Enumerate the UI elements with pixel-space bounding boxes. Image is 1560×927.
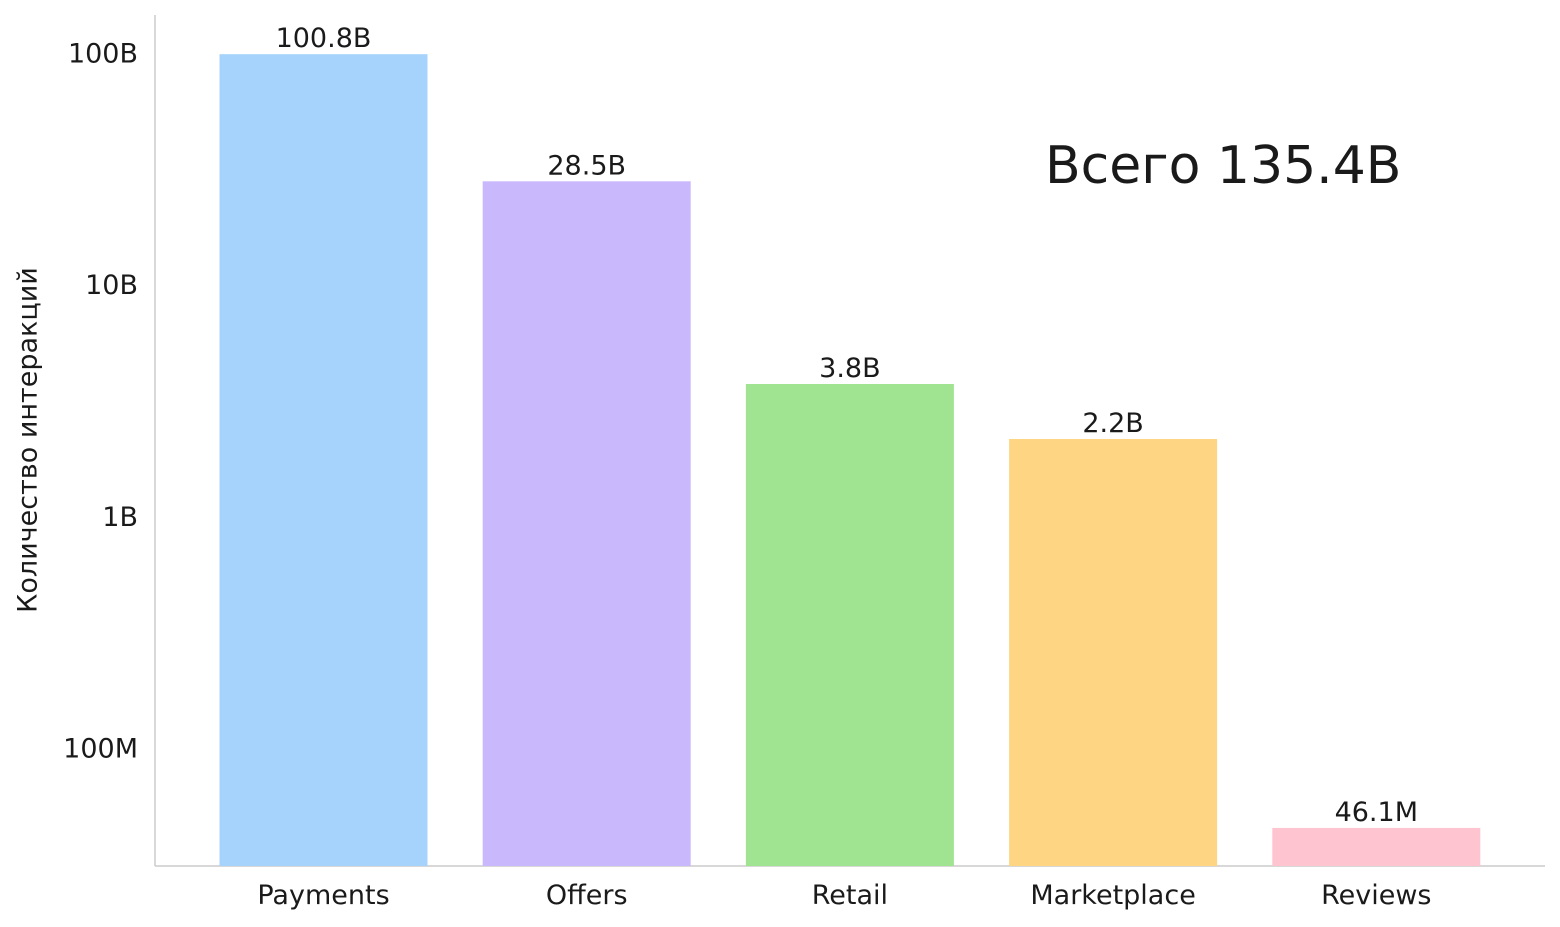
x-tick-label: Payments	[257, 880, 389, 911]
bar	[219, 54, 428, 867]
bar	[745, 384, 954, 866]
bar	[1009, 439, 1218, 866]
y-tick-label: 100B	[68, 39, 138, 70]
bar-value-label: 2.2B	[1082, 408, 1143, 439]
bar	[482, 181, 691, 866]
x-tick-label: Retail	[812, 880, 888, 911]
bar-value-label: 46.1M	[1335, 797, 1418, 828]
x-tick-label: Marketplace	[1030, 880, 1195, 911]
y-tick-label: 10B	[85, 270, 138, 301]
bar-value-label: 3.8B	[819, 353, 880, 384]
x-tick-label: Offers	[546, 880, 628, 911]
bar-value-label: 28.5B	[547, 150, 626, 181]
total-annotation: Всего 135.4B	[1045, 136, 1402, 196]
x-tick-label: Reviews	[1321, 880, 1431, 911]
bar-value-label: 100.8B	[276, 23, 372, 54]
y-tick-label: 1B	[102, 502, 138, 533]
y-tick-label: 100M	[63, 734, 138, 765]
bar	[1272, 827, 1481, 866]
